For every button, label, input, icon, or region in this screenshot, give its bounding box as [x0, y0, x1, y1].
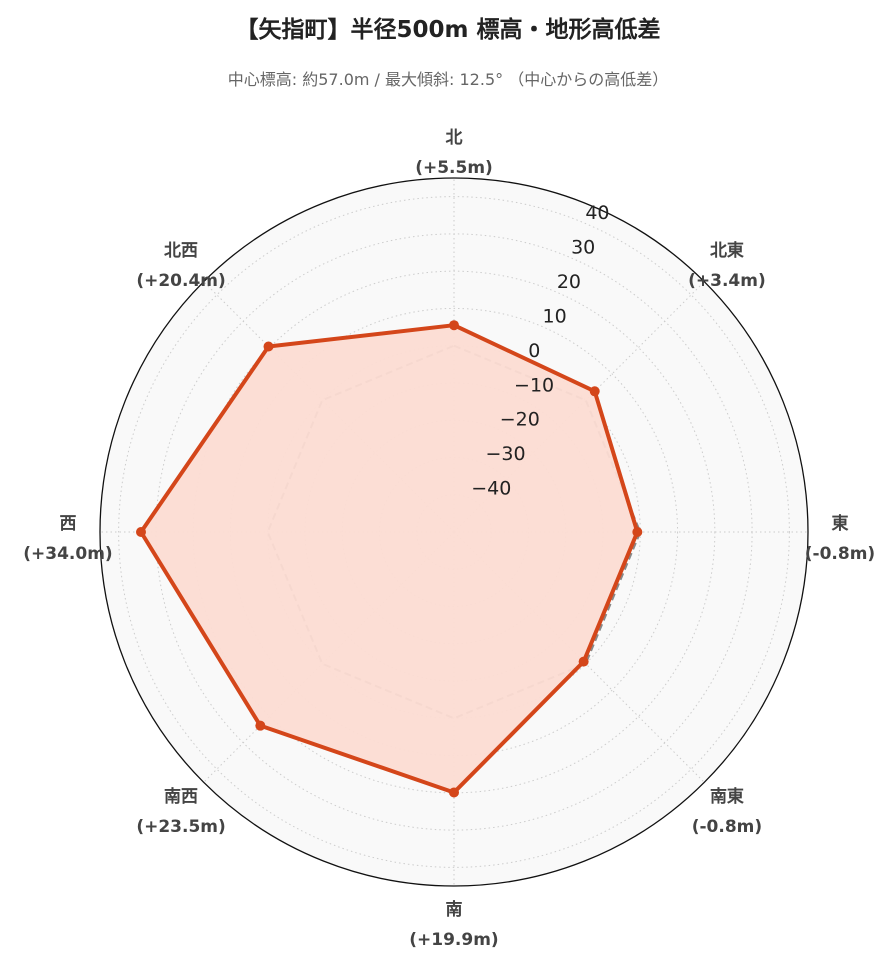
- radial-tick-label: −30: [486, 443, 526, 465]
- direction-value-label: (+3.4m): [688, 271, 766, 291]
- direction-label: 北西: [164, 241, 198, 261]
- data-point: [449, 787, 459, 798]
- direction-value-label: (+5.5m): [415, 158, 493, 178]
- radial-tick-label: 0: [528, 340, 540, 362]
- direction-label: 南西: [164, 786, 198, 807]
- direction-value-label: (+23.5m): [136, 817, 225, 837]
- data-point: [589, 386, 600, 397]
- direction-label: 南東: [710, 786, 744, 807]
- direction-value-label: (+34.0m): [23, 544, 112, 564]
- polar-spine: [99, 177, 809, 887]
- direction-label: 東: [832, 513, 849, 534]
- direction-label: 西: [60, 514, 77, 534]
- data-point: [255, 720, 266, 731]
- radial-tick-label: −20: [500, 409, 540, 431]
- data-point: [135, 527, 146, 537]
- direction-label: 北東: [710, 240, 744, 261]
- radial-tick-label: −40: [471, 478, 511, 500]
- data-point: [632, 527, 643, 537]
- data-point: [578, 656, 589, 667]
- chart-subtitle: 中心標高: 約57.0m / 最大傾斜: 12.5° （中心からの高低差）: [227, 70, 669, 89]
- direction-label: 南: [446, 899, 463, 920]
- radial-tick-label: 30: [571, 237, 595, 259]
- radial-tick-label: 40: [585, 202, 609, 224]
- data-point: [263, 341, 274, 352]
- radial-tick-label: 10: [543, 305, 567, 327]
- direction-value-label: (+20.4m): [136, 271, 225, 291]
- direction-value-label: (+19.9m): [409, 930, 498, 950]
- data-point: [449, 320, 459, 331]
- radial-gridline: [118, 196, 790, 868]
- elevation-area: [140, 325, 638, 793]
- direction-value-label: (-0.8m): [692, 817, 762, 837]
- chart-title: 【矢指町】半径500m 標高・地形高低差: [235, 17, 661, 43]
- direction-label: 北: [446, 128, 463, 148]
- radial-tick-label: −10: [514, 374, 554, 396]
- direction-value-label: (-0.8m): [805, 544, 875, 564]
- radial-tick-label: 20: [557, 271, 581, 293]
